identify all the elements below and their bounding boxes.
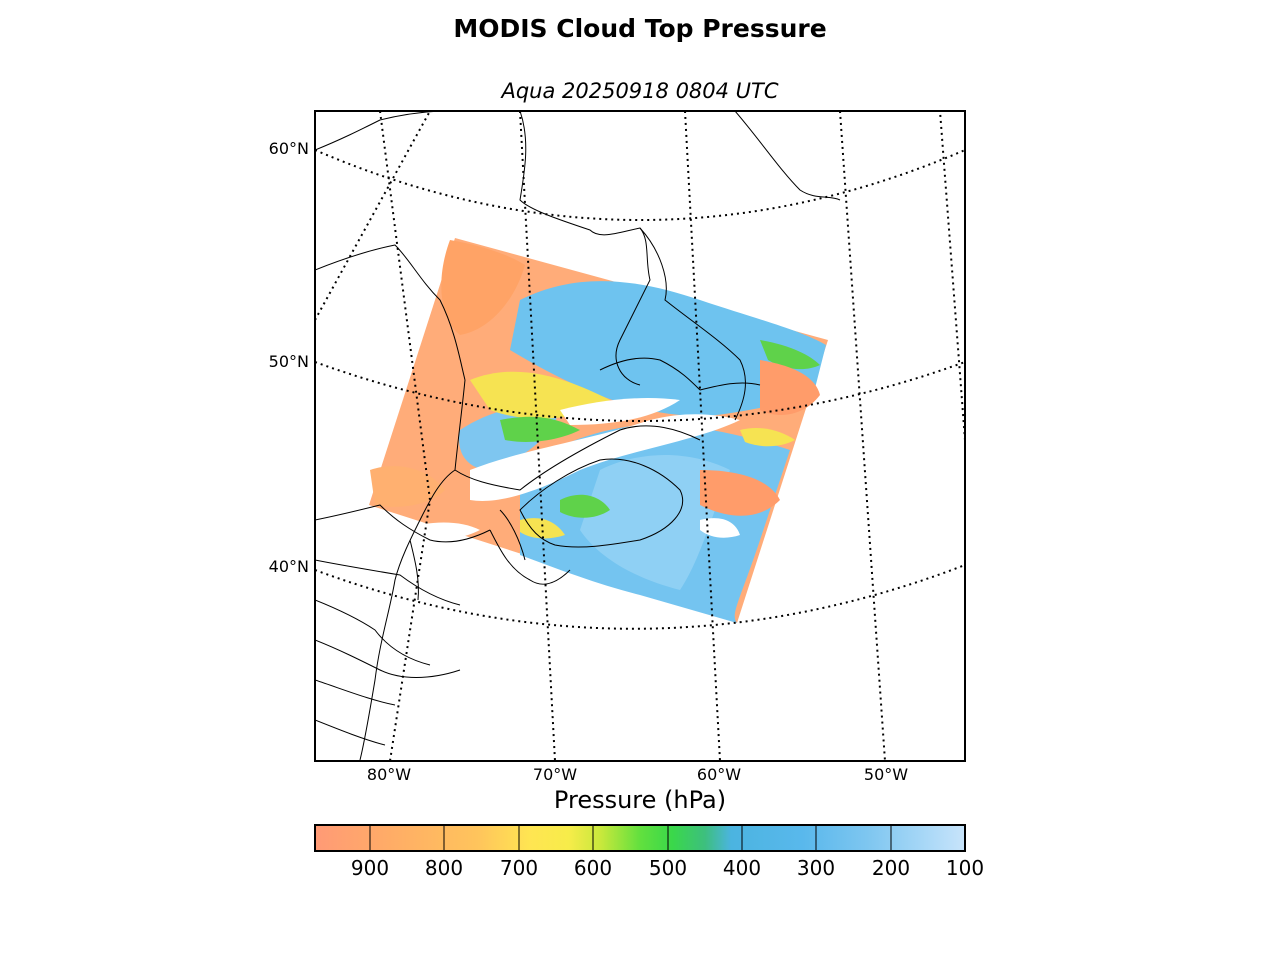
colorbar-title: Pressure (hPa) xyxy=(553,786,727,814)
colorbar-tick-label: 200 xyxy=(871,856,911,880)
lon-label-50w: 50°W xyxy=(863,765,909,784)
colorbar-tick-label: 800 xyxy=(424,856,464,880)
lon-label-80w: 80°W xyxy=(366,765,412,784)
lon-label-60w: 60°W xyxy=(696,765,742,784)
colorbar-tick-label: 400 xyxy=(722,856,762,880)
figure-subtitle: Aqua 20250918 0804 UTC xyxy=(501,79,779,103)
graticule xyxy=(315,111,965,761)
map-frame xyxy=(314,110,966,762)
lat-label-50n: 50°N xyxy=(268,352,309,371)
colorbar-tick-label: 300 xyxy=(796,856,836,880)
lat-label-40n: 40°N xyxy=(268,557,309,576)
colorbar-tick-label: 600 xyxy=(573,856,613,880)
colorbar-tick-label: 900 xyxy=(350,856,390,880)
colorbar-tick-label: 500 xyxy=(648,856,688,880)
colorbar xyxy=(314,824,966,852)
lat-label-60n: 60°N xyxy=(268,139,309,158)
colorbar-tick-label: 100 xyxy=(945,856,985,880)
lon-label-70w: 70°W xyxy=(532,765,578,784)
colorbar-ticks xyxy=(369,825,892,851)
coastlines xyxy=(315,111,841,761)
cloud-swath xyxy=(369,238,828,623)
colorbar-tick-label: 700 xyxy=(499,856,539,880)
figure-title: MODIS Cloud Top Pressure xyxy=(453,14,827,43)
